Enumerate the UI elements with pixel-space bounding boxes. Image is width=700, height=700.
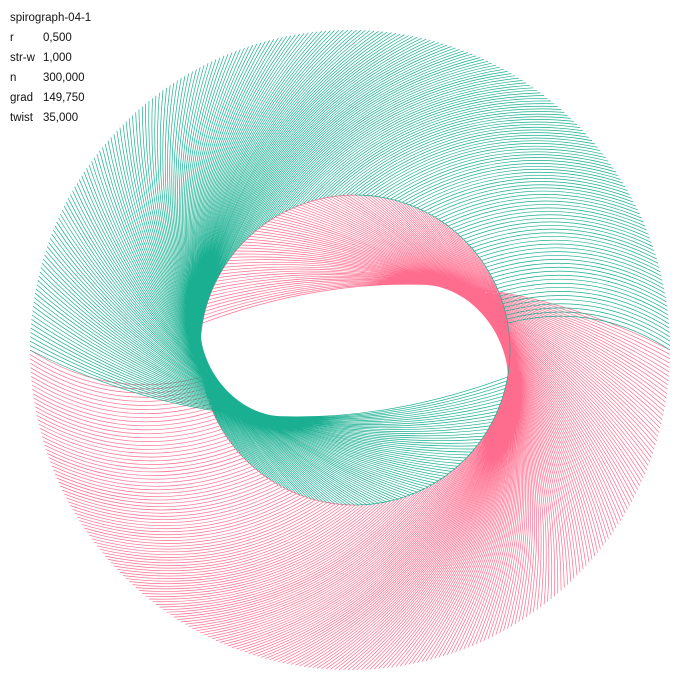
inner-ring-arc: [354, 194, 511, 506]
param-row-n: n 300,000: [10, 68, 91, 88]
teal-curve-strokes: [29, 29, 671, 506]
param-row-grad: grad 149,750: [10, 88, 91, 108]
sketch-title: spirograph-04-1: [10, 12, 92, 24]
parameter-panel: spirograph-04-1 r 0,500 str-w 1,000 n 30…: [10, 8, 91, 128]
param-value: 1,000: [43, 52, 72, 64]
param-label: n: [10, 72, 17, 84]
param-row-r: r 0,500: [10, 28, 91, 48]
pink-curve-strokes: [29, 194, 671, 671]
param-label: str-w: [10, 52, 35, 64]
param-value: 0,500: [43, 32, 72, 44]
param-value: 149,750: [43, 92, 85, 104]
param-row-str-w: str-w 1,000: [10, 48, 91, 68]
param-row-twist: twist 35,000: [10, 108, 91, 128]
param-value: 300,000: [43, 72, 85, 84]
param-label: twist: [10, 112, 33, 124]
param-label: r: [10, 32, 14, 44]
param-value: 35,000: [43, 112, 79, 124]
teal-curve-layer: [29, 29, 671, 506]
param-label: grad: [10, 92, 34, 104]
